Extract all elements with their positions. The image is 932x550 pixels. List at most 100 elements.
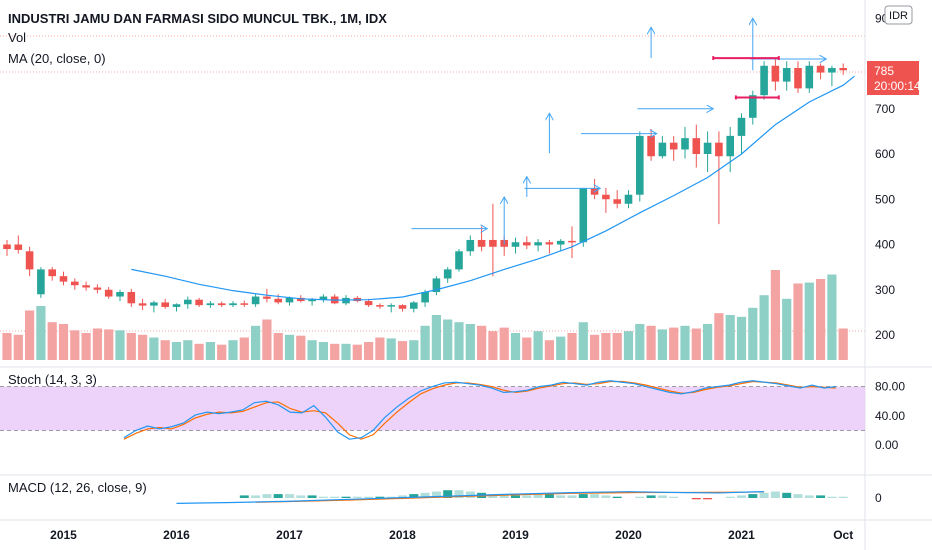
candle-body <box>432 278 441 293</box>
macd-histogram-bar <box>398 495 407 498</box>
price-tick-label: 400 <box>875 238 895 252</box>
volume-bar <box>2 333 12 360</box>
candle-body <box>195 299 203 306</box>
candle-body <box>71 281 79 286</box>
candle-body <box>364 301 373 306</box>
volume-bars <box>2 270 848 360</box>
price-tick-label: 700 <box>875 102 895 116</box>
currency-badge[interactable] <box>884 5 913 25</box>
macd-histogram-bar <box>748 494 758 498</box>
candle-body <box>489 239 497 247</box>
volume-bar <box>623 331 634 360</box>
volume-bar <box>793 283 803 360</box>
volume-bar <box>364 342 374 360</box>
macd-histogram-bar <box>567 495 577 498</box>
volume-bar <box>25 310 35 360</box>
candle-body <box>229 303 237 306</box>
volume-bar <box>431 315 441 360</box>
bar-countdown: 20:00:14 <box>874 79 921 93</box>
ma-label: MA (20, close, 0) <box>8 51 106 66</box>
chart-title: INDUSTRI JAMU DAN FARMASI SIDO MUNCUL TB… <box>8 11 387 26</box>
volume-label: Vol <box>8 30 26 45</box>
candle-body <box>240 303 249 305</box>
candle-body <box>410 302 418 309</box>
macd-histogram-bar <box>793 494 803 498</box>
candle-body <box>760 65 768 96</box>
macd-histogram-bar <box>262 494 272 498</box>
volume-bar <box>454 322 464 360</box>
macd-histogram-bar <box>251 495 261 498</box>
candle-body <box>82 285 90 288</box>
macd-histogram-bar <box>838 496 848 498</box>
volume-bar <box>612 333 622 360</box>
stoch-label: Stoch (14, 3, 3) <box>8 372 97 387</box>
candle-body <box>455 251 463 270</box>
candle-body <box>703 142 712 154</box>
volume-bar <box>296 335 306 360</box>
volume-bar <box>838 328 848 360</box>
volume-bar <box>330 343 340 360</box>
candle-body <box>376 305 384 307</box>
candle-body <box>579 187 588 243</box>
macd-tick-label: 0 <box>875 491 882 505</box>
candle-body <box>172 304 181 307</box>
time-tick-label: 2020 <box>615 528 642 542</box>
macd-histogram-bar <box>635 496 645 498</box>
macd-histogram-bar <box>273 494 283 498</box>
volume-bar <box>171 342 182 360</box>
macd-histogram-bar <box>285 494 294 498</box>
volume-bar <box>47 322 57 360</box>
candle-body <box>59 276 68 282</box>
volume-bar <box>782 298 792 360</box>
macd-histogram-bar <box>612 496 622 498</box>
price-tick-label: 200 <box>875 328 895 342</box>
candle-body <box>658 142 667 157</box>
candle-body <box>568 240 576 243</box>
volume-bar <box>13 334 23 360</box>
candle-body <box>263 296 271 299</box>
stoch-k-line <box>123 380 836 440</box>
volume-bar <box>714 313 724 360</box>
macd-histogram-bar <box>725 496 735 498</box>
volume-bar <box>228 340 238 360</box>
time-axis[interactable]: 2015 2016 2017 2018 2019 2020 2021 Oct <box>50 528 853 542</box>
volume-bar <box>58 324 69 360</box>
candle-body <box>342 297 350 304</box>
macd-histogram-bar <box>318 496 328 498</box>
volume-bar <box>81 333 91 360</box>
candle-body <box>602 194 610 200</box>
volume-bar <box>70 330 80 360</box>
price-tick-label: 600 <box>875 147 895 161</box>
candle-body <box>534 242 542 246</box>
volume-bar <box>138 334 148 360</box>
candle-body <box>398 305 407 309</box>
volume-bar <box>273 333 283 360</box>
macd-histogram-bar <box>364 496 374 498</box>
volume-bar <box>759 295 769 360</box>
macd-histogram-bar <box>590 494 600 498</box>
time-tick-label: 2015 <box>50 528 77 542</box>
candle-body <box>749 95 757 118</box>
candle-body <box>624 194 633 204</box>
macd-histogram-bar <box>511 495 520 498</box>
macd-histogram-bar <box>578 494 588 498</box>
candle-body <box>613 199 621 204</box>
volume-bar <box>601 333 611 360</box>
volume-bar <box>691 328 701 360</box>
candle-body <box>3 244 11 250</box>
volume-bar <box>239 337 249 360</box>
candle-body <box>104 289 113 297</box>
volume-bar <box>262 319 272 360</box>
volume-bar <box>725 315 735 360</box>
candle-body <box>274 298 282 303</box>
macd-histogram-bar <box>499 494 509 498</box>
volume-bar <box>194 343 204 360</box>
stoch-tick-label: 80.00 <box>875 380 905 394</box>
macd-histogram-bar <box>646 495 656 498</box>
volume-bar <box>533 331 543 360</box>
price-tick-label: 300 <box>875 283 895 297</box>
macd-histogram-bar <box>431 491 441 498</box>
volume-bar <box>183 340 193 360</box>
candle-body <box>737 117 746 136</box>
